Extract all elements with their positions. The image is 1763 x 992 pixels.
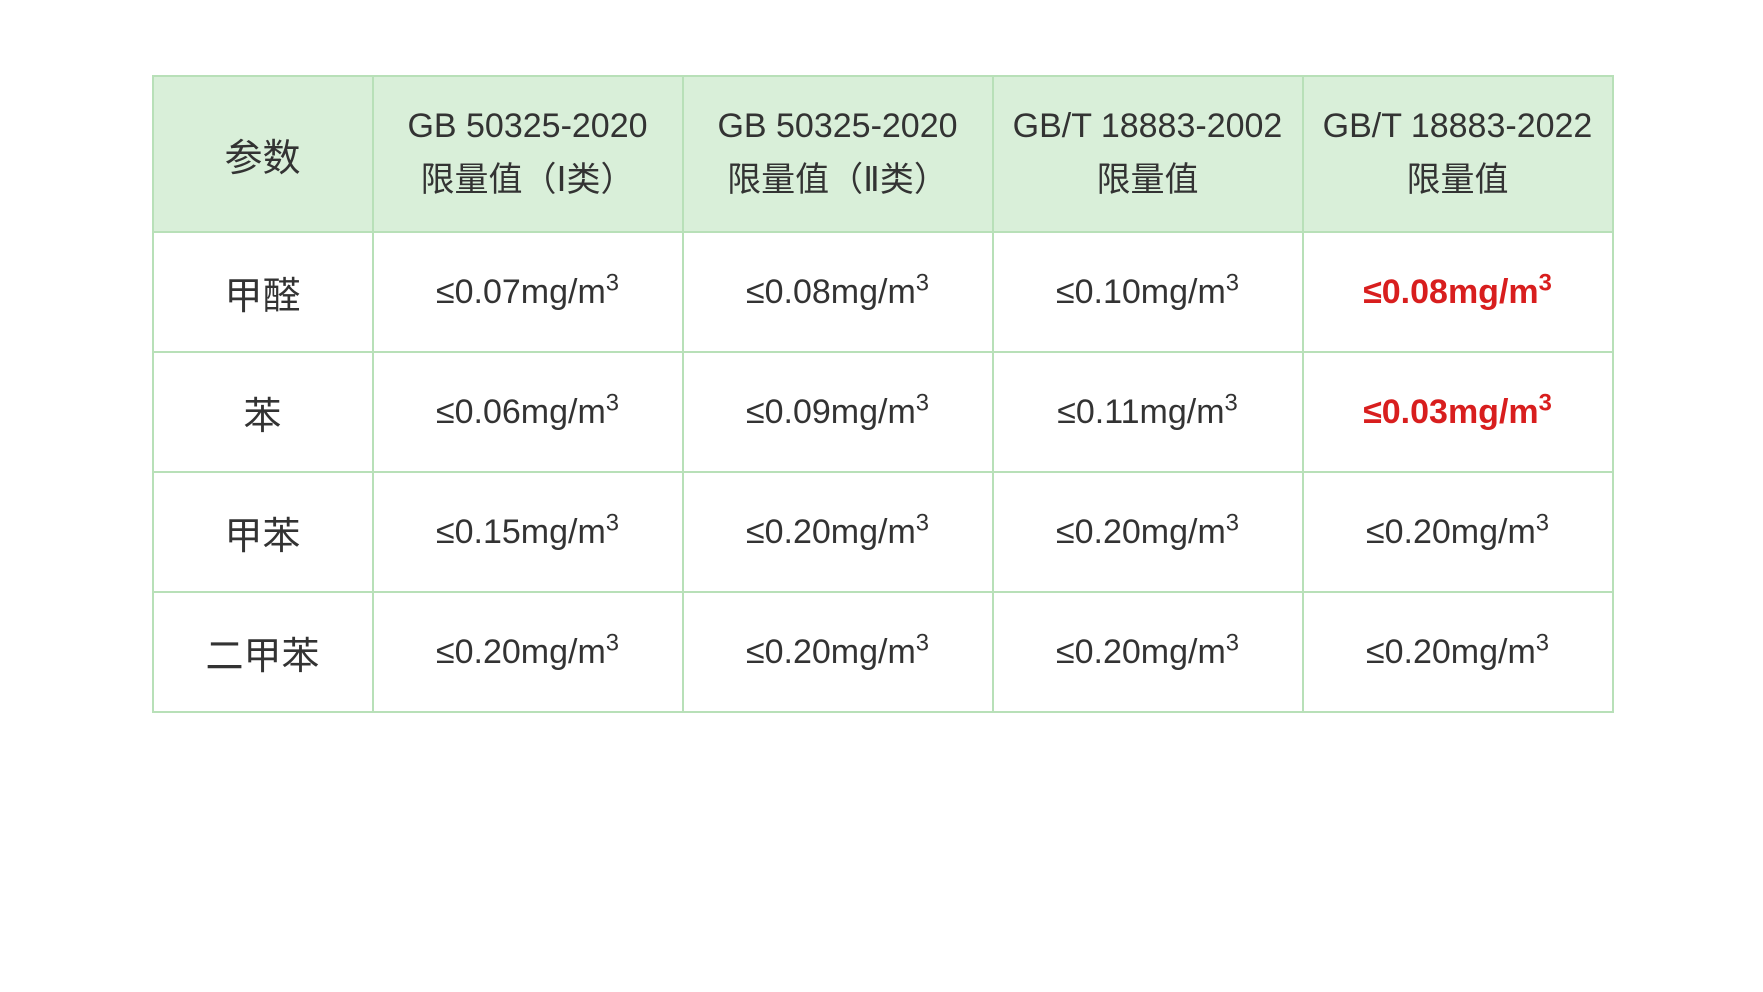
header-col4-line1: GB/T 18883-2022 (1304, 103, 1612, 151)
data-cell: ≤0.08mg/m3 (683, 232, 993, 352)
header-col4: GB/T 18883-2022 限量值 (1303, 76, 1613, 232)
standards-table: 参数 GB 50325-2020 限量值（Ⅰ类） GB 50325-2020 限… (152, 75, 1614, 713)
value: ≤0.15mg/m3 (436, 513, 619, 551)
header-col2: GB 50325-2020 限量值（Ⅱ类） (683, 76, 993, 232)
header-col2-line1: GB 50325-2020 (684, 103, 992, 151)
data-cell: ≤0.20mg/m3 (1303, 592, 1613, 712)
header-col1: GB 50325-2020 限量值（Ⅰ类） (373, 76, 683, 232)
param-name: 甲醛 (224, 276, 300, 318)
param-name: 甲苯 (224, 516, 300, 558)
param-name: 苯 (243, 396, 281, 438)
header-col3: GB/T 18883-2002 限量值 (993, 76, 1303, 232)
value: ≤0.20mg/m3 (1056, 633, 1239, 671)
param-name: 二甲苯 (205, 636, 319, 678)
value: ≤0.20mg/m3 (746, 513, 929, 551)
data-cell: ≤0.20mg/m3 (993, 472, 1303, 592)
data-cell: ≤0.15mg/m3 (373, 472, 683, 592)
value: ≤0.20mg/m3 (1366, 633, 1549, 671)
param-cell: 二甲苯 (153, 592, 373, 712)
value: ≤0.20mg/m3 (746, 633, 929, 671)
value: ≤0.09mg/m3 (746, 393, 929, 431)
highlighted-value: ≤0.08mg/m3 (1363, 273, 1552, 311)
value: ≤0.07mg/m3 (436, 273, 619, 311)
header-col2-line2: 限量值（Ⅱ类） (684, 157, 992, 205)
param-cell: 甲苯 (153, 472, 373, 592)
header-param: 参数 (153, 76, 373, 232)
table-row: 甲苯 ≤0.15mg/m3 ≤0.20mg/m3 ≤0.20mg/m3 ≤0.20mg/… (153, 472, 1613, 592)
header-param-label: 参数 (154, 127, 372, 182)
data-cell: ≤0.20mg/m3 (683, 472, 993, 592)
data-cell: ≤0.07mg/m3 (373, 232, 683, 352)
data-cell: ≤0.09mg/m3 (683, 352, 993, 472)
value: ≤0.11mg/m3 (1057, 393, 1238, 431)
data-cell: ≤0.03mg/m3 (1303, 352, 1613, 472)
value: ≤0.10mg/m3 (1056, 273, 1239, 311)
data-cell: ≤0.20mg/m3 (1303, 472, 1613, 592)
table-row: 苯 ≤0.06mg/m3 ≤0.09mg/m3 ≤0.11mg/m3 ≤0.03mg/m… (153, 352, 1613, 472)
data-cell: ≤0.06mg/m3 (373, 352, 683, 472)
header-col4-line2: 限量值 (1304, 157, 1612, 205)
data-cell: ≤0.20mg/m3 (683, 592, 993, 712)
data-cell: ≤0.10mg/m3 (993, 232, 1303, 352)
data-cell: ≤0.20mg/m3 (993, 592, 1303, 712)
table-header-row: 参数 GB 50325-2020 限量值（Ⅰ类） GB 50325-2020 限… (153, 76, 1613, 232)
data-cell: ≤0.11mg/m3 (993, 352, 1303, 472)
highlighted-value: ≤0.03mg/m3 (1363, 393, 1552, 431)
param-cell: 苯 (153, 352, 373, 472)
param-cell: 甲醛 (153, 232, 373, 352)
data-cell: ≤0.08mg/m3 (1303, 232, 1613, 352)
value: ≤0.20mg/m3 (1366, 513, 1549, 551)
value: ≤0.06mg/m3 (436, 393, 619, 431)
standards-table-wrapper: 参数 GB 50325-2020 限量值（Ⅰ类） GB 50325-2020 限… (152, 75, 1612, 713)
table-body: 甲醛 ≤0.07mg/m3 ≤0.08mg/m3 ≤0.10mg/m3 ≤0.08mg/… (153, 232, 1613, 712)
table-row: 甲醛 ≤0.07mg/m3 ≤0.08mg/m3 ≤0.10mg/m3 ≤0.08mg/… (153, 232, 1613, 352)
header-col3-line2: 限量值 (994, 157, 1302, 205)
header-col3-line1: GB/T 18883-2002 (994, 103, 1302, 151)
header-col1-line2: 限量值（Ⅰ类） (374, 157, 682, 205)
table-row: 二甲苯 ≤0.20mg/m3 ≤0.20mg/m3 ≤0.20mg/m3 ≤0.20mg… (153, 592, 1613, 712)
value: ≤0.20mg/m3 (436, 633, 619, 671)
header-col1-line1: GB 50325-2020 (374, 103, 682, 151)
value: ≤0.08mg/m3 (746, 273, 929, 311)
value: ≤0.20mg/m3 (1056, 513, 1239, 551)
data-cell: ≤0.20mg/m3 (373, 592, 683, 712)
